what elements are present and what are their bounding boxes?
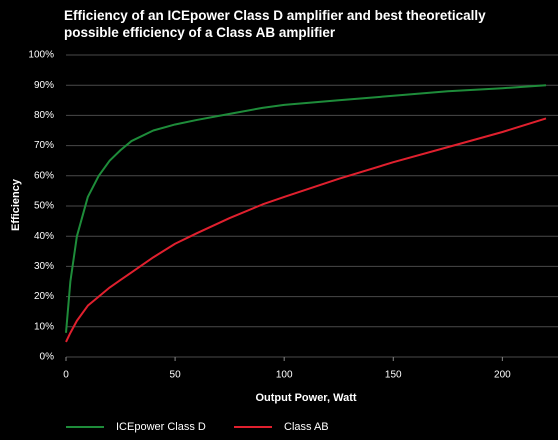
y-tick-label: 100% xyxy=(28,50,54,61)
legend-label: ICEpower Class D xyxy=(116,421,206,433)
y-tick-label: 10% xyxy=(34,321,54,332)
y-tick-label: 20% xyxy=(34,291,54,302)
x-tick-label: 50 xyxy=(170,370,182,381)
x-axis-label: Output Power, Watt xyxy=(255,392,356,404)
y-tick-label: 70% xyxy=(34,140,54,151)
x-tick-label: 150 xyxy=(385,370,402,381)
y-tick-label: 50% xyxy=(34,201,54,212)
y-axis-label: Efficiency xyxy=(10,178,22,231)
line xyxy=(65,117,547,343)
chart-title: Efficiency of an ICEpower Class D amplif… xyxy=(64,8,486,40)
x-tick-label: 0 xyxy=(63,370,69,381)
y-tick-label: 60% xyxy=(34,170,54,181)
y-tick-label: 40% xyxy=(34,231,54,242)
y-tick-label: 90% xyxy=(34,80,54,91)
legend-label: Class AB xyxy=(284,421,329,433)
y-tick-label: 80% xyxy=(34,110,54,121)
y-tick-label: 0% xyxy=(40,352,55,363)
y-tick-label: 30% xyxy=(34,261,54,272)
x-tick-label: 200 xyxy=(494,370,511,381)
x-tick-label: 100 xyxy=(276,370,293,381)
line xyxy=(65,84,547,333)
